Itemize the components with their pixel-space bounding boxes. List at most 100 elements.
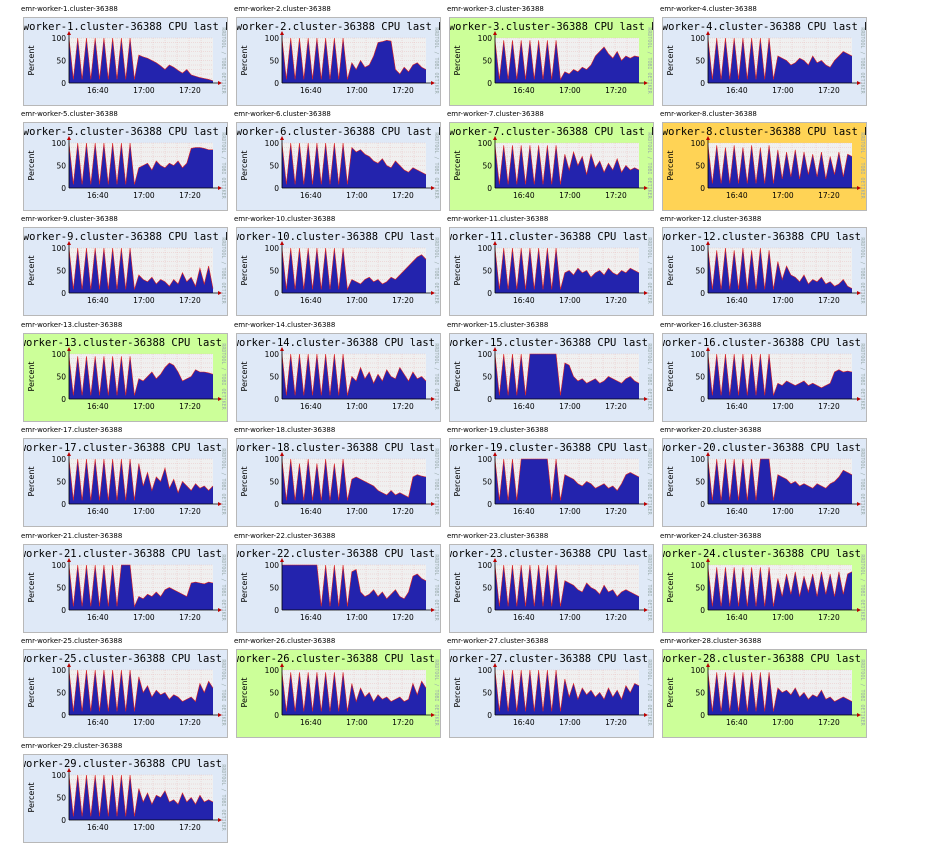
- chart-cell: emr-worker-17.cluster-36388 emr-worker-17…: [0, 421, 228, 527]
- cpu-chart-panel[interactable]: emr-worker-3.cluster-36388 CPU last hour…: [449, 17, 654, 106]
- x-tick-label: 17:20: [605, 507, 627, 516]
- cpu-chart-panel[interactable]: emr-worker-19.cluster-36388 CPU last hou…: [449, 438, 654, 527]
- chart-caption[interactable]: emr-worker-7.cluster-36388: [447, 110, 544, 118]
- chart-caption[interactable]: emr-worker-11.cluster-36388: [447, 215, 549, 223]
- cpu-chart-panel[interactable]: emr-worker-8.cluster-36388 CPU last hour…: [662, 122, 867, 211]
- x-axis-arrow: [644, 502, 648, 506]
- chart-caption[interactable]: emr-worker-15.cluster-36388: [447, 321, 549, 329]
- x-tick-label: 17:00: [772, 296, 794, 305]
- cpu-chart: emr-worker-14.cluster-36388 CPU last hou…: [237, 337, 440, 411]
- cpu-chart-panel[interactable]: emr-worker-27.cluster-36388 CPU last hou…: [449, 649, 654, 738]
- x-tick-label: 17:00: [346, 718, 368, 727]
- chart-caption[interactable]: emr-worker-14.cluster-36388: [234, 321, 336, 329]
- cpu-chart-panel[interactable]: emr-worker-22.cluster-36388 CPU last hou…: [236, 544, 441, 633]
- cpu-chart-panel[interactable]: emr-worker-13.cluster-36388 CPU last hou…: [23, 333, 228, 422]
- chart-caption[interactable]: emr-worker-19.cluster-36388: [447, 426, 549, 434]
- chart-caption[interactable]: emr-worker-25.cluster-36388: [21, 637, 123, 645]
- chart-caption[interactable]: emr-worker-29.cluster-36388: [21, 742, 123, 750]
- chart-caption[interactable]: emr-worker-9.cluster-36388: [21, 215, 118, 223]
- chart-caption[interactable]: emr-worker-10.cluster-36388: [234, 215, 336, 223]
- y-tick-label: 100: [478, 244, 493, 253]
- cpu-series-line: [494, 669, 640, 712]
- cpu-chart-panel[interactable]: emr-worker-9.cluster-36388 CPU last hour…: [23, 227, 228, 316]
- y-axis-label: Percent: [453, 361, 462, 391]
- cpu-chart-panel[interactable]: emr-worker-10.cluster-36388 CPU last hou…: [236, 227, 441, 316]
- x-tick-label: 17:20: [605, 296, 627, 305]
- cpu-chart: emr-worker-4.cluster-36388 CPU last hour…: [663, 21, 866, 95]
- y-tick-label: 50: [269, 162, 279, 171]
- cpu-chart-panel[interactable]: emr-worker-7.cluster-36388 CPU last hour…: [449, 122, 654, 211]
- chart-caption[interactable]: emr-worker-1.cluster-36388: [21, 5, 118, 13]
- chart-caption[interactable]: emr-worker-17.cluster-36388: [21, 426, 123, 434]
- x-tick-label: 16:40: [300, 613, 322, 622]
- chart-caption[interactable]: emr-worker-28.cluster-36388: [660, 637, 762, 645]
- y-tick-label: 50: [695, 478, 705, 487]
- cpu-chart: emr-worker-11.cluster-36388 CPU last hou…: [450, 231, 653, 305]
- chart-caption[interactable]: emr-worker-18.cluster-36388: [234, 426, 336, 434]
- cpu-chart-panel[interactable]: emr-worker-18.cluster-36388 CPU last hou…: [236, 438, 441, 527]
- cpu-chart-panel[interactable]: emr-worker-21.cluster-36388 CPU last hou…: [23, 544, 228, 633]
- y-axis-arrow: [706, 558, 710, 562]
- cpu-chart: emr-worker-16.cluster-36388 CPU last hou…: [663, 337, 866, 411]
- y-tick-label: 0: [61, 816, 66, 825]
- cpu-chart-panel[interactable]: emr-worker-15.cluster-36388 CPU last hou…: [449, 333, 654, 422]
- cpu-chart-panel[interactable]: emr-worker-4.cluster-36388 CPU last hour…: [662, 17, 867, 106]
- cpu-chart: emr-worker-19.cluster-36388 CPU last hou…: [450, 442, 653, 516]
- y-tick-label: 50: [482, 373, 492, 382]
- watermark: RRDTOOL / TOBI OETIKER: [220, 343, 226, 410]
- chart-caption[interactable]: emr-worker-2.cluster-36388: [234, 5, 331, 13]
- cpu-series-line: [707, 247, 853, 290]
- chart-caption[interactable]: emr-worker-12.cluster-36388: [660, 215, 762, 223]
- x-axis-arrow: [218, 818, 222, 822]
- chart-caption[interactable]: emr-worker-22.cluster-36388: [234, 532, 336, 540]
- cpu-chart-panel[interactable]: emr-worker-11.cluster-36388 CPU last hou…: [449, 227, 654, 316]
- cpu-chart-panel[interactable]: emr-worker-29.cluster-36388 CPU last hou…: [23, 754, 228, 843]
- cpu-chart-panel[interactable]: emr-worker-1.cluster-36388 CPU last hour…: [23, 17, 228, 106]
- cpu-chart-panel[interactable]: emr-worker-16.cluster-36388 CPU last hou…: [662, 333, 867, 422]
- y-axis-arrow: [493, 452, 497, 456]
- chart-caption[interactable]: emr-worker-3.cluster-36388: [447, 5, 544, 13]
- cpu-chart-panel[interactable]: emr-worker-6.cluster-36388 CPU last hour…: [236, 122, 441, 211]
- cpu-chart: emr-worker-26.cluster-36388 CPU last hou…: [237, 653, 440, 727]
- y-tick-label: 100: [691, 139, 706, 148]
- chart-caption[interactable]: emr-worker-5.cluster-36388: [21, 110, 118, 118]
- chart-caption[interactable]: emr-worker-4.cluster-36388: [660, 5, 757, 13]
- cpu-series-line: [68, 356, 214, 396]
- chart-caption[interactable]: emr-worker-21.cluster-36388: [21, 532, 123, 540]
- chart-caption[interactable]: emr-worker-26.cluster-36388: [234, 637, 336, 645]
- chart-cell: emr-worker-10.cluster-36388 emr-worker-10…: [213, 210, 441, 316]
- chart-caption[interactable]: emr-worker-27.cluster-36388: [447, 637, 549, 645]
- cpu-chart: emr-worker-24.cluster-36388 CPU last hou…: [663, 548, 866, 622]
- chart-caption[interactable]: emr-worker-23.cluster-36388: [447, 532, 549, 540]
- cpu-chart-panel[interactable]: emr-worker-17.cluster-36388 CPU last hou…: [23, 438, 228, 527]
- chart-caption[interactable]: emr-worker-20.cluster-36388: [660, 426, 762, 434]
- chart-caption[interactable]: emr-worker-13.cluster-36388: [21, 321, 123, 329]
- cpu-chart-panel[interactable]: emr-worker-25.cluster-36388 CPU last hou…: [23, 649, 228, 738]
- y-tick-label: 100: [478, 139, 493, 148]
- cpu-series-line: [68, 774, 214, 817]
- x-tick-label: 16:40: [513, 191, 535, 200]
- y-tick-label: 100: [265, 244, 280, 253]
- cpu-chart: emr-worker-20.cluster-36388 CPU last hou…: [663, 442, 866, 516]
- cpu-chart-panel[interactable]: emr-worker-14.cluster-36388 CPU last hou…: [236, 333, 441, 422]
- y-tick-label: 0: [61, 500, 66, 509]
- cpu-chart-panel[interactable]: emr-worker-23.cluster-36388 CPU last hou…: [449, 544, 654, 633]
- y-tick-label: 0: [487, 606, 492, 615]
- chart-caption[interactable]: emr-worker-6.cluster-36388: [234, 110, 331, 118]
- y-tick-label: 50: [482, 478, 492, 487]
- cpu-chart-panel[interactable]: emr-worker-26.cluster-36388 CPU last hou…: [236, 649, 441, 738]
- chart-caption[interactable]: emr-worker-24.cluster-36388: [660, 532, 762, 540]
- y-tick-label: 100: [52, 771, 67, 780]
- cpu-chart-panel[interactable]: emr-worker-24.cluster-36388 CPU last hou…: [662, 544, 867, 633]
- cpu-chart-panel[interactable]: emr-worker-12.cluster-36388 CPU last hou…: [662, 227, 867, 316]
- chart-caption[interactable]: emr-worker-16.cluster-36388: [660, 321, 762, 329]
- watermark: RRDTOOL / TOBI OETIKER: [433, 659, 439, 726]
- watermark: RRDTOOL / TOBI OETIKER: [220, 448, 226, 515]
- y-tick-label: 0: [700, 184, 705, 193]
- y-tick-label: 0: [700, 289, 705, 298]
- cpu-chart-panel[interactable]: emr-worker-20.cluster-36388 CPU last hou…: [662, 438, 867, 527]
- cpu-chart-panel[interactable]: emr-worker-28.cluster-36388 CPU last hou…: [662, 649, 867, 738]
- chart-caption[interactable]: emr-worker-8.cluster-36388: [660, 110, 757, 118]
- cpu-chart-panel[interactable]: emr-worker-2.cluster-36388 CPU last hour…: [236, 17, 441, 106]
- cpu-chart-panel[interactable]: emr-worker-5.cluster-36388 CPU last hour…: [23, 122, 228, 211]
